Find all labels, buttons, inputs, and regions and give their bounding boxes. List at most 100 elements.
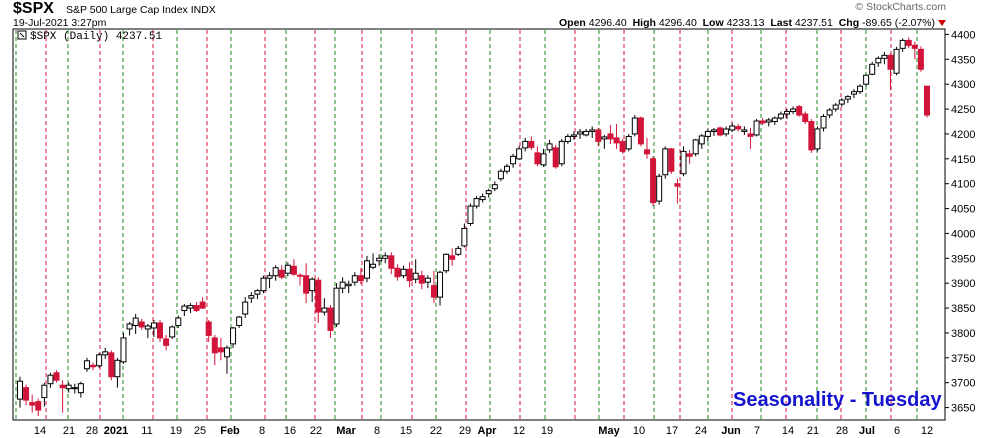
candle-body <box>254 290 261 295</box>
candle-body <box>534 152 541 165</box>
candle <box>321 298 328 316</box>
candle-body <box>199 301 206 309</box>
candle <box>83 357 90 372</box>
candle-body <box>777 113 784 119</box>
candle <box>126 321 133 336</box>
candle <box>382 252 389 264</box>
candle <box>449 248 456 266</box>
candle <box>376 254 383 266</box>
candle-body <box>35 401 42 411</box>
x-tick-label: 17 <box>666 425 678 437</box>
candle <box>534 146 541 167</box>
y-axis: 3650 3700 3750 3800 3850 3900 3950 4000 4050 4100… <box>945 29 975 415</box>
candle-body <box>290 265 297 275</box>
candle-body <box>260 277 267 292</box>
candle <box>917 46 924 72</box>
candle <box>783 109 790 120</box>
candle <box>771 116 778 125</box>
legend-label: $SPX (Daily) 4237.51 <box>30 31 162 43</box>
candle-body <box>327 307 334 331</box>
candle <box>717 126 724 137</box>
candle <box>583 128 590 137</box>
candle <box>631 115 638 137</box>
candle-body <box>437 271 444 298</box>
candle <box>820 114 827 132</box>
candle-body <box>363 260 370 279</box>
candle <box>838 98 845 107</box>
candle <box>303 263 310 304</box>
candle <box>905 37 912 49</box>
candle <box>850 89 857 99</box>
candle <box>814 126 821 152</box>
candle-body <box>351 275 358 283</box>
candle-body <box>406 268 413 282</box>
candle <box>370 253 377 270</box>
x-tick-label: May <box>598 425 620 437</box>
candle <box>881 51 888 65</box>
candle-body <box>83 360 90 370</box>
candle-body <box>150 322 157 329</box>
candle <box>90 362 97 371</box>
candle <box>254 289 261 300</box>
candle-body <box>449 255 456 260</box>
candle <box>777 111 784 121</box>
candle-body <box>546 143 553 151</box>
candle <box>461 223 468 248</box>
candle <box>17 376 23 408</box>
candle-body <box>77 383 84 394</box>
candle <box>491 181 498 192</box>
candle <box>570 131 577 140</box>
candle-body <box>345 283 352 287</box>
candle-body <box>850 91 857 95</box>
seasonality-annotation: Seasonality - Tuesday <box>733 389 942 411</box>
candle-body <box>643 149 650 155</box>
candle-body <box>558 140 565 165</box>
quote-date: 19-Jul-2021 3:27pm <box>13 17 107 29</box>
candle <box>595 127 602 147</box>
candle-body <box>424 277 431 283</box>
x-tick-label: 19 <box>170 425 182 437</box>
candle <box>47 372 54 388</box>
candle <box>406 262 413 288</box>
candle-body <box>717 127 724 136</box>
candle <box>735 123 742 132</box>
x-tick-label: 24 <box>695 425 707 437</box>
legend-check-icon <box>19 32 25 38</box>
candle-body <box>619 140 626 152</box>
candle-body <box>266 275 273 279</box>
candle <box>607 124 614 144</box>
x-tick-label: 12 <box>921 425 933 437</box>
candle <box>120 332 127 364</box>
candle-body <box>674 183 681 187</box>
candle-body <box>637 117 644 145</box>
candle-body <box>723 128 730 135</box>
y-tick-label: 4350 <box>951 54 975 66</box>
y-tick-label: 4300 <box>951 79 975 91</box>
candle-body <box>662 148 669 176</box>
candle <box>181 304 188 317</box>
candle-body <box>430 285 437 298</box>
candle <box>479 193 486 203</box>
candle <box>601 134 608 149</box>
candle-body <box>790 108 797 113</box>
candle <box>564 133 571 144</box>
candle <box>437 270 444 306</box>
x-tick-label: 6 <box>894 425 900 437</box>
candle-body <box>284 264 291 274</box>
candle <box>637 116 644 147</box>
candle-body <box>753 120 760 136</box>
candle-body <box>735 125 742 130</box>
candle-body <box>491 184 498 190</box>
candle-body <box>65 384 72 390</box>
candle-body <box>528 140 535 148</box>
x-tick-label: 14 <box>782 425 794 437</box>
candle <box>680 146 687 177</box>
candle <box>357 268 364 285</box>
candle-body <box>729 125 736 131</box>
candle <box>844 95 851 104</box>
candle-body <box>479 196 486 201</box>
candle-body <box>169 326 176 338</box>
x-tick-label: 29 <box>459 425 471 437</box>
down-arrow-icon <box>938 20 946 27</box>
candle <box>96 352 103 368</box>
